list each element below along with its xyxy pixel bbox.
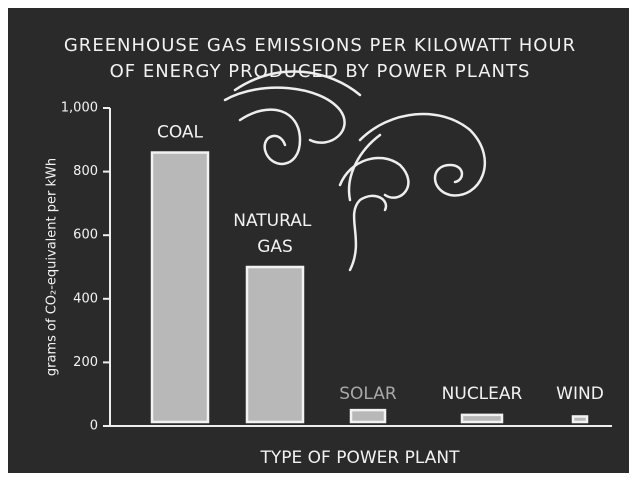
bar — [152, 153, 208, 422]
chart-title: GREENHOUSE GAS EMISSIONS PER KILOWATT HO… — [64, 35, 576, 56]
bar — [462, 415, 502, 422]
y-tick-label: 800 — [73, 164, 98, 179]
y-tick-label: 0 — [90, 419, 98, 434]
x-tick-label: COAL — [157, 123, 204, 143]
y-tick-label: 400 — [73, 291, 98, 306]
x-tick-label: NUCLEAR — [442, 384, 523, 404]
bar — [351, 410, 385, 422]
y-tick-label: 1,000 — [61, 101, 98, 116]
y-axis-label: grams of CO₂-equivalent per kWh — [45, 158, 60, 376]
chart-title: OF ENERGY PRODUCED BY POWER PLANTS — [110, 61, 531, 82]
bar — [573, 416, 587, 422]
y-tick-label: 200 — [73, 355, 98, 370]
x-tick-label: SOLAR — [339, 384, 397, 404]
x-tick-label: WIND — [556, 384, 604, 404]
bar — [247, 267, 303, 422]
x-axis-label: TYPE OF POWER PLANT — [260, 448, 461, 468]
chart: GREENHOUSE GAS EMISSIONS PER KILOWATT HO… — [0, 0, 637, 481]
y-tick-label: 600 — [73, 228, 98, 243]
